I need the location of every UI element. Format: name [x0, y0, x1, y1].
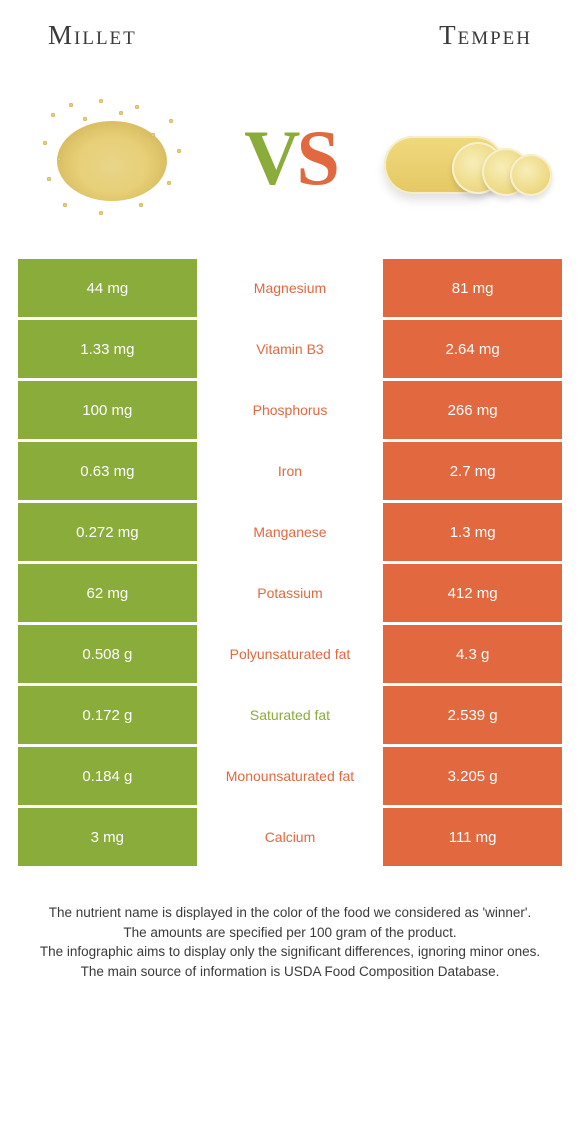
footnote-line: The nutrient name is displayed in the co… — [28, 903, 552, 923]
footnotes: The nutrient name is displayed in the co… — [18, 903, 562, 981]
left-food-image — [24, 78, 204, 238]
table-row: 44 mgMagnesium81 mg — [18, 259, 562, 320]
table-row: 100 mgPhosphorus266 mg — [18, 381, 562, 442]
table-row: 0.63 mgIron2.7 mg — [18, 442, 562, 503]
right-value: 2.539 g — [380, 686, 562, 744]
right-value: 266 mg — [380, 381, 562, 439]
hero-row: VS — [18, 63, 562, 253]
vs-letter-left: V — [244, 114, 296, 201]
nutrient-label: Monounsaturated fat — [200, 747, 381, 805]
nutrient-label: Potassium — [200, 564, 381, 622]
table-row: 62 mgPotassium412 mg — [18, 564, 562, 625]
nutrient-table: 44 mgMagnesium81 mg1.33 mgVitamin B32.64… — [18, 259, 562, 869]
table-row: 0.508 gPolyunsaturated fat4.3 g — [18, 625, 562, 686]
left-value: 0.184 g — [18, 747, 200, 805]
footnote-line: The infographic aims to display only the… — [28, 942, 552, 962]
table-row: 0.172 gSaturated fat2.539 g — [18, 686, 562, 747]
right-value: 412 mg — [380, 564, 562, 622]
right-value: 2.7 mg — [380, 442, 562, 500]
millet-icon — [39, 93, 189, 223]
nutrient-label: Polyunsaturated fat — [200, 625, 381, 683]
nutrient-label: Iron — [200, 442, 381, 500]
nutrient-label: Magnesium — [200, 259, 381, 317]
left-value: 3 mg — [18, 808, 200, 866]
table-row: 1.33 mgVitamin B32.64 mg — [18, 320, 562, 381]
left-value: 1.33 mg — [18, 320, 200, 378]
right-value: 111 mg — [380, 808, 562, 866]
left-value: 44 mg — [18, 259, 200, 317]
right-value: 1.3 mg — [380, 503, 562, 561]
table-row: 3 mgCalcium111 mg — [18, 808, 562, 869]
vs-label: VS — [244, 113, 336, 203]
nutrient-label: Phosphorus — [200, 381, 381, 439]
tempeh-icon — [376, 98, 556, 218]
infographic-root: Millet Tempeh — [0, 0, 580, 981]
left-value: 0.63 mg — [18, 442, 200, 500]
nutrient-label: Manganese — [200, 503, 381, 561]
left-value: 0.508 g — [18, 625, 200, 683]
nutrient-label: Saturated fat — [200, 686, 381, 744]
nutrient-label: Calcium — [200, 808, 381, 866]
right-value: 2.64 mg — [380, 320, 562, 378]
title-row: Millet Tempeh — [18, 20, 562, 63]
left-food-title: Millet — [48, 20, 137, 51]
right-value: 3.205 g — [380, 747, 562, 805]
right-food-image — [376, 78, 556, 238]
table-row: 0.272 mgManganese1.3 mg — [18, 503, 562, 564]
left-value: 0.172 g — [18, 686, 200, 744]
right-value: 4.3 g — [380, 625, 562, 683]
nutrient-label: Vitamin B3 — [200, 320, 381, 378]
left-value: 100 mg — [18, 381, 200, 439]
right-value: 81 mg — [380, 259, 562, 317]
vs-letter-right: S — [296, 114, 335, 201]
left-value: 62 mg — [18, 564, 200, 622]
left-value: 0.272 mg — [18, 503, 200, 561]
footnote-line: The amounts are specified per 100 gram o… — [28, 923, 552, 943]
footnote-line: The main source of information is USDA F… — [28, 962, 552, 982]
right-food-title: Tempeh — [439, 20, 532, 51]
table-row: 0.184 gMonounsaturated fat3.205 g — [18, 747, 562, 808]
